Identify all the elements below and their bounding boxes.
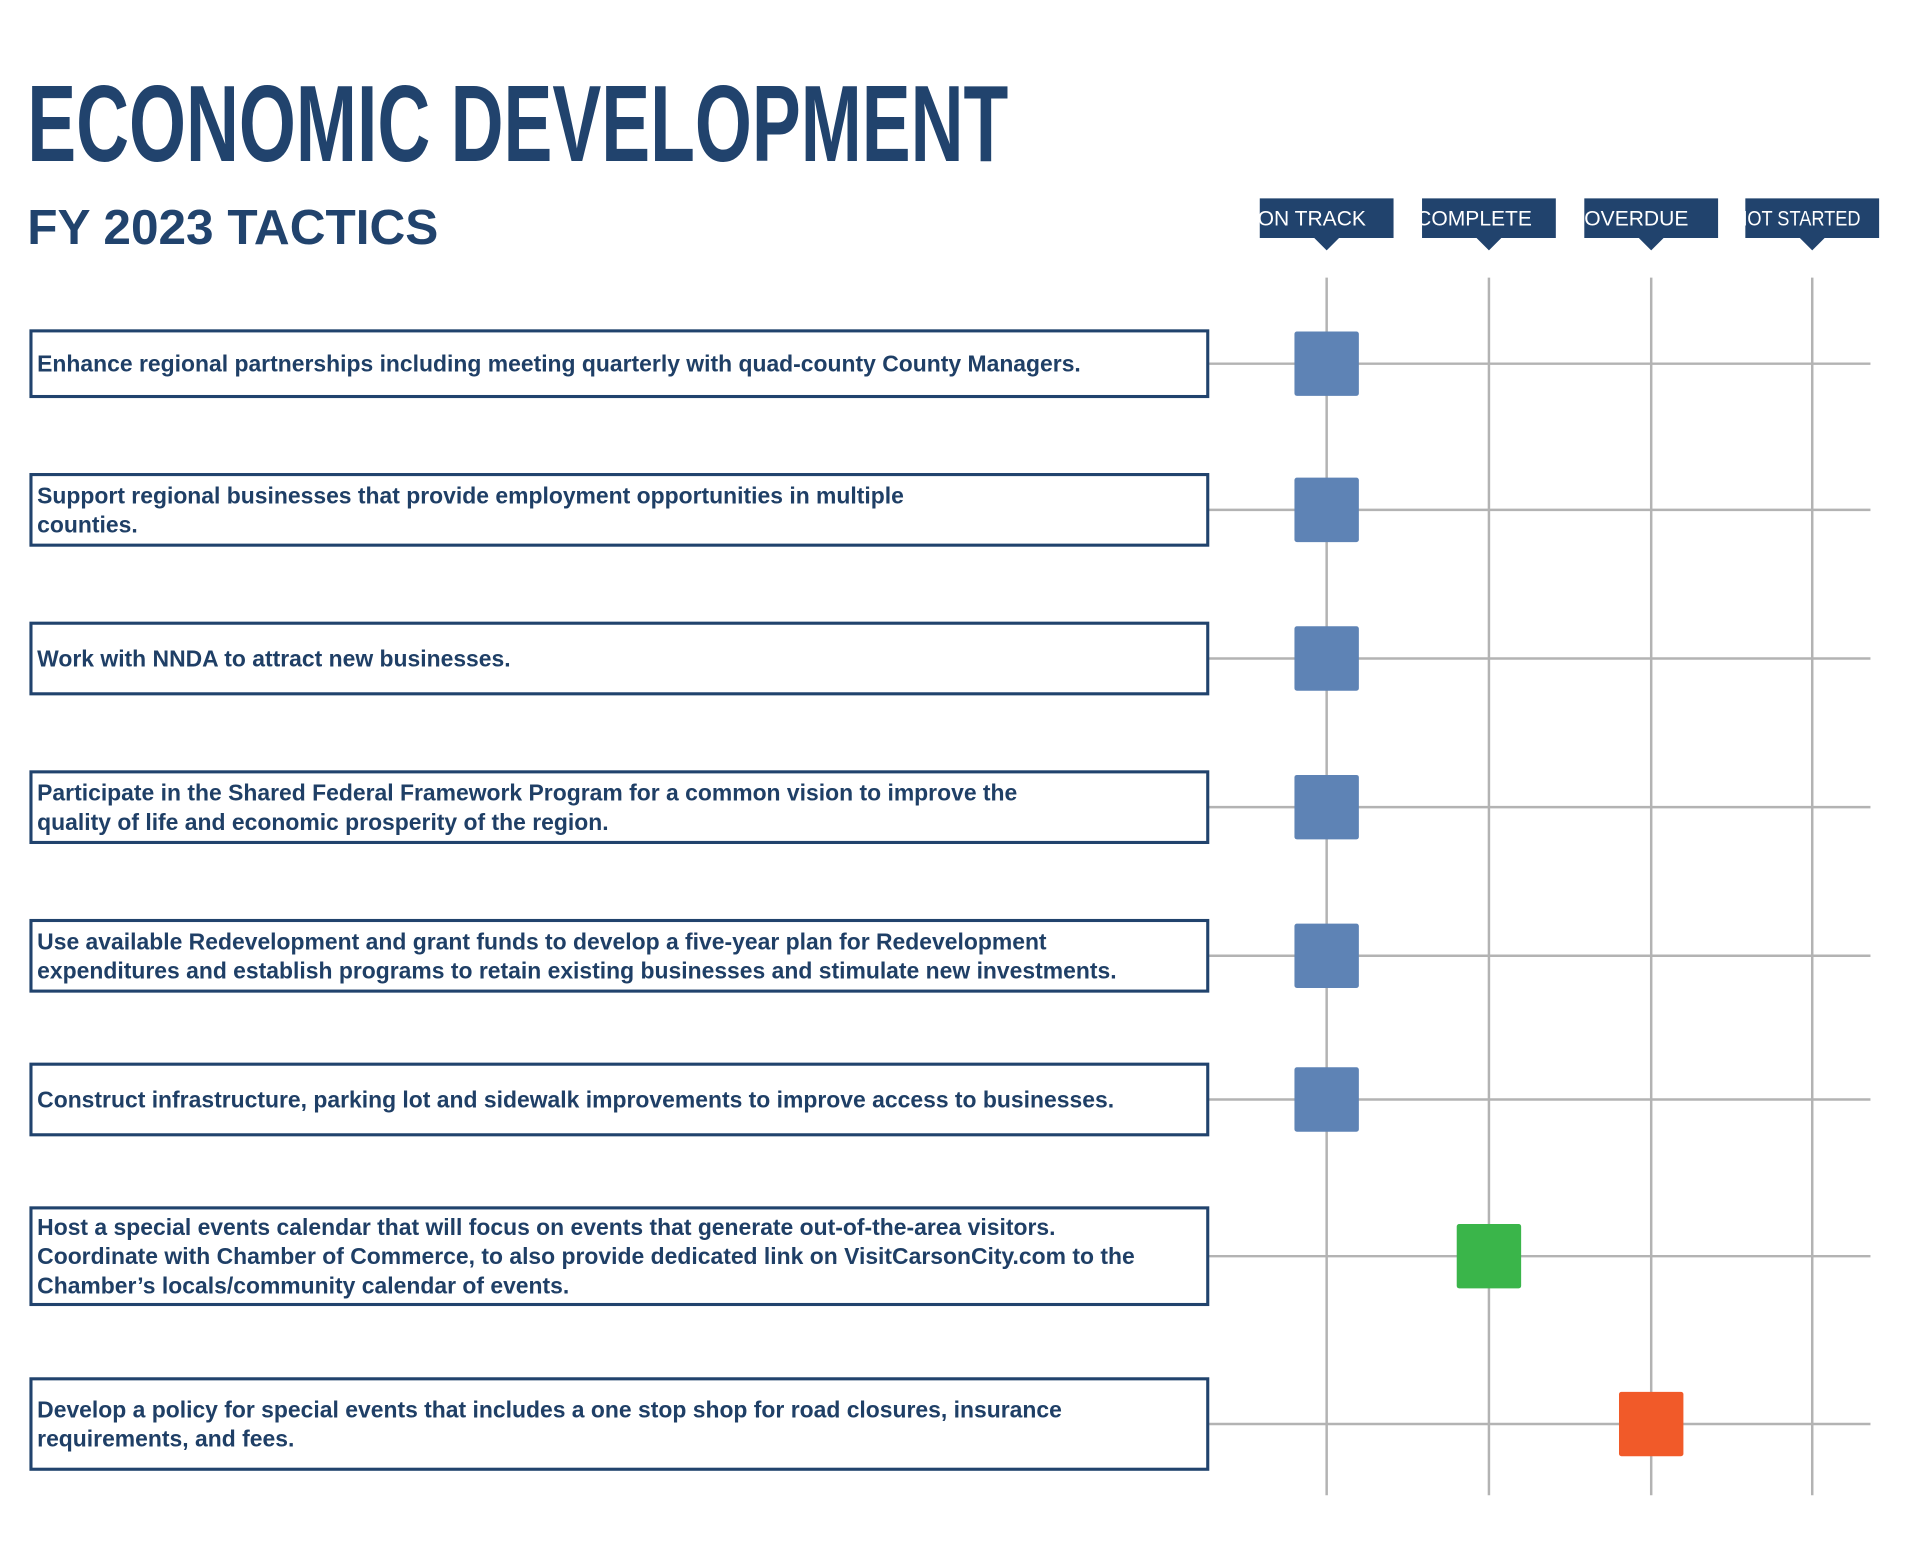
tactic-box	[29, 1062, 1210, 1137]
tactic-text: Chamber’s locals/community calendar of e…	[37, 1272, 569, 1298]
status-marker	[1294, 774, 1359, 840]
status-label: COMPLETE	[1416, 208, 1532, 231]
status-marker	[1294, 477, 1359, 543]
title: ECONOMIC DEVELOPMENT	[27, 63, 1008, 185]
status-marker	[1294, 331, 1359, 396]
tactic-text: Host a special events calendar that will…	[37, 1214, 1055, 1240]
subtitle: FY 2023 TACTICS	[27, 200, 438, 255]
tactic-box	[29, 918, 1210, 993]
tactic-text: requirements, and fees.	[37, 1426, 294, 1452]
tactic-text: Work with NNDA to attract new businesses…	[37, 646, 510, 672]
tactic-text: Develop a policy for special events that…	[37, 1397, 1062, 1423]
tactic-text: Enhance regional partnerships including …	[37, 351, 1081, 377]
status-marker	[1294, 1067, 1359, 1132]
status-marker	[1618, 1391, 1684, 1457]
status-marker	[1456, 1223, 1522, 1289]
tactic-text: expenditures and establish programs to r…	[37, 957, 1116, 983]
status-label: OVERDUE	[1584, 208, 1688, 231]
tactic-box	[29, 473, 1210, 547]
tactic-text: Use available Redevelopment and grant fu…	[37, 928, 1047, 954]
status-tag	[1584, 198, 1719, 251]
status-tag	[1422, 198, 1556, 251]
tactic-text: counties.	[37, 511, 138, 537]
tactic-text: quality of life and economic prosperity …	[37, 809, 608, 835]
tactic-text: Coordinate with Chamber of Commerce, to …	[37, 1243, 1135, 1269]
tactic-text: Construct infrastructure, parking lot an…	[37, 1087, 1114, 1113]
tactic-box	[29, 1377, 1210, 1471]
status-marker	[1294, 923, 1359, 989]
tactic-text: Participate in the Shared Federal Framew…	[37, 780, 1017, 806]
status-label: ON TRACK	[1258, 208, 1366, 231]
tactic-box	[29, 770, 1210, 845]
status-tag	[1259, 198, 1394, 251]
status-tag	[1745, 198, 1880, 251]
tactic-box	[29, 329, 1210, 399]
status-marker	[1294, 626, 1359, 691]
tactic-box	[29, 621, 1210, 696]
status-label: NOT STARTED	[1734, 208, 1860, 231]
tactic-box	[29, 1206, 1210, 1307]
tactic-text: Support regional businesses that provide…	[37, 482, 904, 508]
